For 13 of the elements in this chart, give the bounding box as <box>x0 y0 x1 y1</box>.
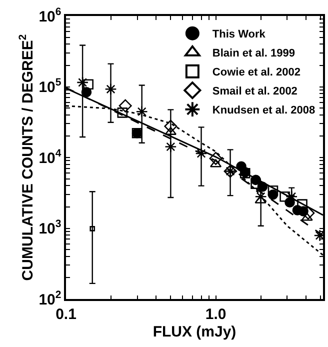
legend-label: Smail et al. 2002 <box>212 86 298 98</box>
legend-label: Cowie et al. 2002 <box>212 66 300 79</box>
y-tick-label: 10$^{6}$ <box>38 6 62 26</box>
y-tick-label: 10$^{3}$ <box>38 218 62 238</box>
x-tick-label: 0.1 <box>56 306 76 323</box>
y-tick-label: 10$^{5}$ <box>38 76 62 96</box>
y-tick-label: 10$^{4}$ <box>38 147 62 167</box>
x-axis-title: FLUX (mJy) <box>152 323 236 340</box>
legend-label: This Work <box>212 28 266 41</box>
x-tick-label: 1.0 <box>205 306 226 323</box>
legend-label: Knudsen et al. 2008 <box>212 104 316 117</box>
y-tick-label: 10$^{2}$ <box>38 288 62 308</box>
legend-label: Blain et al. 1999 <box>212 48 295 60</box>
